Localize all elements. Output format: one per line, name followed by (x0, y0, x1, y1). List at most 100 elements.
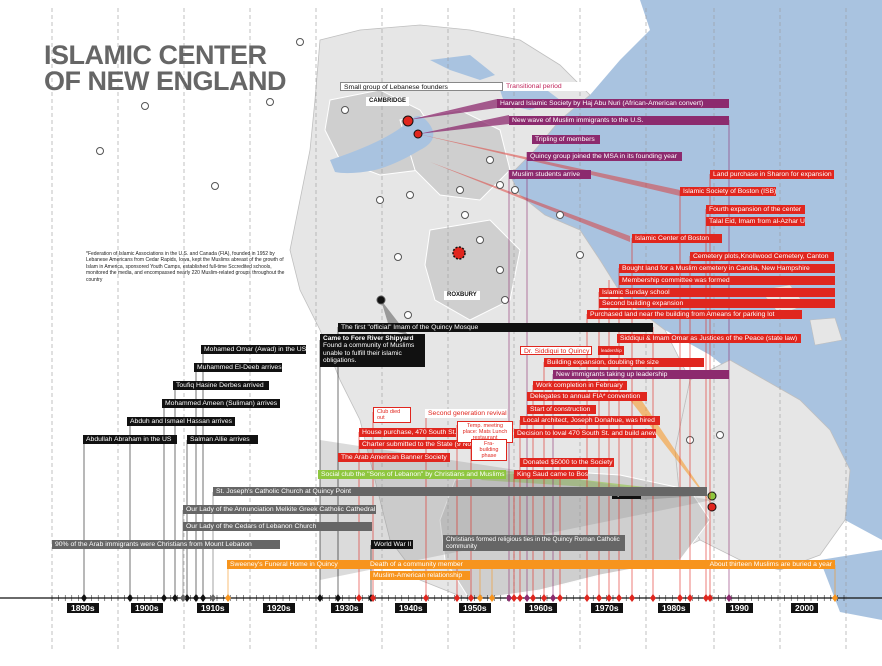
event-cedars-church: Our Lady of the Cedars of Lebanon Church (183, 522, 372, 531)
event-axis-marker (210, 594, 216, 602)
event-islamic-sunday-school: Islamic Sunday school (599, 288, 835, 297)
place-roxbury: ROXBURY (444, 291, 480, 300)
event-mohamed-omar: Mohamed Omar (Awad) in the US (201, 345, 306, 354)
event-harvard-islamic-society: Harvard Islamic Society by Haj Abu Nuri … (497, 99, 729, 108)
decade-label: 1920s (263, 603, 295, 613)
location-dot (501, 296, 509, 304)
event-axis-marker (477, 594, 483, 602)
event-axis-marker (650, 594, 656, 602)
event-axis-marker (489, 594, 495, 602)
event-club-died-out: Club died out (373, 407, 411, 423)
event-axis-marker (703, 594, 709, 602)
location-dot (404, 311, 412, 319)
decade-label: 1950s (459, 603, 491, 613)
decade-label: 1970s (591, 603, 623, 613)
event-axis-marker (200, 594, 206, 602)
event-st-joseph: St. Joseph's Catholic Church at Quincy P… (213, 487, 707, 496)
event-muhammed-el-deeb: Muhammed El-Deeb arrives (194, 363, 282, 372)
location-dot (341, 106, 349, 114)
event-axis-marker (596, 594, 602, 602)
event-axis-marker (629, 594, 635, 602)
event-axis-marker (511, 594, 517, 602)
boston-red-marker (413, 129, 423, 139)
decade-label: 1990 (726, 603, 753, 613)
location-dot (376, 196, 384, 204)
event-sweeneys-funeral-home: Sweeney's Funeral Home in Quincy Death o… (227, 560, 835, 569)
decade-label: 1890s (67, 603, 99, 613)
islamic-center-marker (452, 246, 466, 260)
event-muslim-students-arrive: Muslim students arrive (509, 170, 591, 179)
event-start-construction: Start of construction (527, 405, 596, 414)
event-axis-marker (707, 594, 713, 602)
cambridge-red-marker (402, 115, 414, 127)
event-new-wave-immigrants: New wave of Muslim immigrants to the U.S… (509, 116, 729, 125)
event-axis-marker (193, 594, 199, 602)
event-temp-meeting-place: Temp. meeting place: Mats Lunch restaura… (457, 421, 513, 443)
event-quincy-joined-msa: Quincy group joined the MSA in its found… (527, 152, 682, 161)
location-dot (266, 98, 274, 106)
event-axis-marker (541, 594, 547, 602)
sweeney-text: Sweeney's Funeral Home in Quincy (230, 561, 338, 568)
event-axis-marker (317, 594, 323, 602)
black-marker (376, 295, 386, 305)
location-dot (461, 211, 469, 219)
event-axis-marker (506, 594, 512, 602)
title-line-1: ISLAMIC CENTER (44, 40, 267, 70)
event-mohammed-ameen: Mohammed Ameen (Suliman) arrives (162, 399, 280, 408)
event-second-building-expansion: Second building expansion (599, 299, 835, 308)
event-land-sharon: Land purchase in Sharon for expansion (710, 170, 834, 179)
event-axis-marker (370, 594, 376, 602)
water-area-south (820, 550, 882, 620)
location-dot (456, 186, 464, 194)
location-dot (394, 253, 402, 261)
event-axis-marker (356, 594, 362, 602)
fia-footnote: *Federation of Islamic Associations in t… (86, 251, 285, 283)
event-candia-cemetery: Bought land for a Muslim cemetery in Can… (619, 264, 835, 273)
event-fundraising-phase: Fra-building phase (471, 439, 507, 461)
title-line-2: OF NEW ENGLAND (44, 66, 287, 96)
location-dot (576, 251, 584, 259)
event-second-generation-revival: Second generation revival (425, 409, 507, 418)
decade-label: 1960s (525, 603, 557, 613)
location-dot (511, 186, 519, 194)
event-ninety-percent: 90% of the Arab immigrants were Christia… (52, 540, 280, 549)
fore-river-title: Came to Fore River Shipyard (323, 335, 414, 342)
event-king-saud: King Saud came to Boston (514, 470, 588, 479)
event-axis-marker (172, 594, 178, 602)
event-salman-allie: Salman Allie arrives (187, 435, 258, 444)
label-transitional-period: Transitional period (503, 82, 589, 91)
location-dot (496, 266, 504, 274)
event-axis-marker (161, 594, 167, 602)
event-axis-marker (184, 594, 190, 602)
quincy-red-marker (707, 502, 717, 512)
event-axis-marker (616, 594, 622, 602)
connector-cambridge-purple (408, 99, 497, 120)
event-house-purchase: House purchase, 470 South St. (359, 428, 456, 437)
event-axis-marker (468, 594, 474, 602)
event-world-war-ii: World War II (371, 540, 413, 549)
river-upper (430, 55, 495, 80)
decade-label: 1930s (331, 603, 363, 613)
fore-river-body: Found a community of Muslims unable to f… (323, 342, 415, 365)
event-annunciation-cathedral: Our Lady of the Annunciation Melkite Gre… (183, 505, 376, 514)
event-axis-marker (335, 594, 341, 602)
event-axis-marker (584, 594, 590, 602)
decade-label: 1910s (197, 603, 229, 613)
event-talal-eid: Talal Eid, Imam from al-Azhar University (706, 217, 805, 226)
decade-label: 1940s (395, 603, 427, 613)
event-islamic-center-boston: Islamic Center of Boston (632, 234, 722, 243)
event-muslim-american-relationship: Muslim-American relationship (370, 571, 470, 580)
location-dot (96, 147, 104, 155)
event-donated-5000: Donated $5000 to the Society (520, 458, 614, 467)
event-new-immigrants-leadership: New immigrants taking up leadership (553, 370, 729, 379)
event-fourth-expansion: Fourth expansion of the center (706, 205, 805, 214)
event-arab-banner-society: The Arab American Banner Society (338, 453, 450, 462)
event-axis-marker (423, 594, 429, 602)
event-leadership-tag: leadership (598, 346, 624, 355)
event-cemetery-canton: Cemetery plots,Knollwood Cemetery, Canto… (690, 252, 834, 261)
event-axis-marker (726, 594, 732, 602)
location-dot (296, 38, 304, 46)
event-axis-marker (127, 594, 133, 602)
connector-icb-red (430, 162, 630, 242)
